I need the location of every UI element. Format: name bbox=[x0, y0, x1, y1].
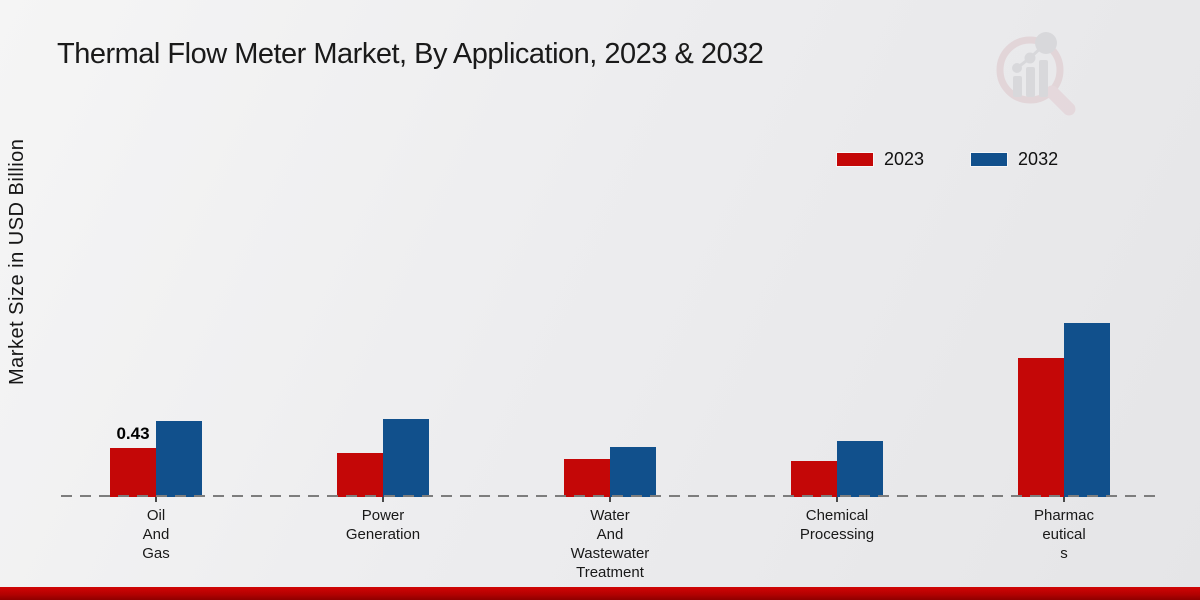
bar-2032-chemical-processing bbox=[837, 441, 883, 497]
x-axis-baseline bbox=[61, 495, 1161, 497]
bar-2023-oil-and-gas bbox=[110, 448, 156, 497]
legend-swatch-2023 bbox=[837, 153, 873, 166]
plot-area: Oil And Gas Power Generation Water And Was… bbox=[61, 0, 1161, 581]
bar-value-label: 0.43 bbox=[116, 424, 150, 443]
x-axis-tick bbox=[609, 497, 611, 502]
bar-2032-oil-and-gas bbox=[156, 421, 202, 497]
bar-2032-pharmaceuticals bbox=[1064, 323, 1110, 497]
x-axis-tick bbox=[1063, 497, 1065, 502]
legend-label: 2023 bbox=[884, 149, 925, 169]
x-axis-tick bbox=[836, 497, 838, 502]
bar-2032-water-and-wastewater-treatment bbox=[610, 447, 656, 497]
x-axis-tick bbox=[155, 497, 157, 502]
category-label-water-and-wastewater-treatment: Water And Wastewater Treatment bbox=[570, 507, 650, 581]
bar-2023-water-and-wastewater-treatment bbox=[564, 459, 610, 497]
bar-2023-chemical-processing bbox=[791, 461, 837, 497]
legend: 2023 2032 bbox=[837, 149, 1058, 170]
magnifier-bar-chart-logo-icon bbox=[996, 32, 1076, 116]
legend-item-2032: 2032 bbox=[971, 149, 1058, 170]
x-axis-tick bbox=[382, 497, 384, 502]
footer-bar bbox=[0, 587, 1200, 600]
category-label-power-generation: Power Generation bbox=[345, 507, 421, 543]
y-axis-label: Market Size in USD Billion bbox=[6, 138, 28, 386]
category-label-pharmaceuticals: Pharmac eutical s bbox=[1033, 507, 1095, 562]
legend-swatch-2032 bbox=[971, 153, 1008, 166]
bar-2023-power-generation bbox=[337, 453, 383, 497]
legend-item-2023: 2023 bbox=[837, 149, 924, 170]
category-label-chemical-processing: Chemical Processing bbox=[799, 507, 875, 543]
bar-2032-power-generation bbox=[383, 419, 429, 497]
legend-label: 2032 bbox=[1018, 149, 1059, 169]
bar-2023-pharmaceuticals bbox=[1018, 358, 1064, 497]
category-label-oil-and-gas: Oil And Gas bbox=[142, 507, 170, 562]
chart-title: Thermal Flow Meter Market, By Applicatio… bbox=[57, 38, 764, 70]
